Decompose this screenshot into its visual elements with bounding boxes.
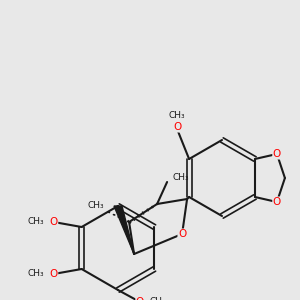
Text: O: O bbox=[136, 297, 144, 300]
Text: CH₃: CH₃ bbox=[27, 269, 44, 278]
Text: CH₃: CH₃ bbox=[169, 110, 185, 119]
Text: O: O bbox=[173, 122, 181, 132]
Text: O: O bbox=[273, 197, 281, 207]
Polygon shape bbox=[114, 206, 134, 254]
Text: CH₃: CH₃ bbox=[88, 200, 104, 209]
Text: O: O bbox=[273, 149, 281, 159]
Text: CH₃: CH₃ bbox=[172, 172, 189, 182]
Text: O: O bbox=[178, 229, 186, 239]
Text: CH₃: CH₃ bbox=[150, 298, 166, 300]
Text: O: O bbox=[50, 269, 58, 279]
Text: O: O bbox=[50, 217, 58, 227]
Text: CH₃: CH₃ bbox=[27, 218, 44, 226]
